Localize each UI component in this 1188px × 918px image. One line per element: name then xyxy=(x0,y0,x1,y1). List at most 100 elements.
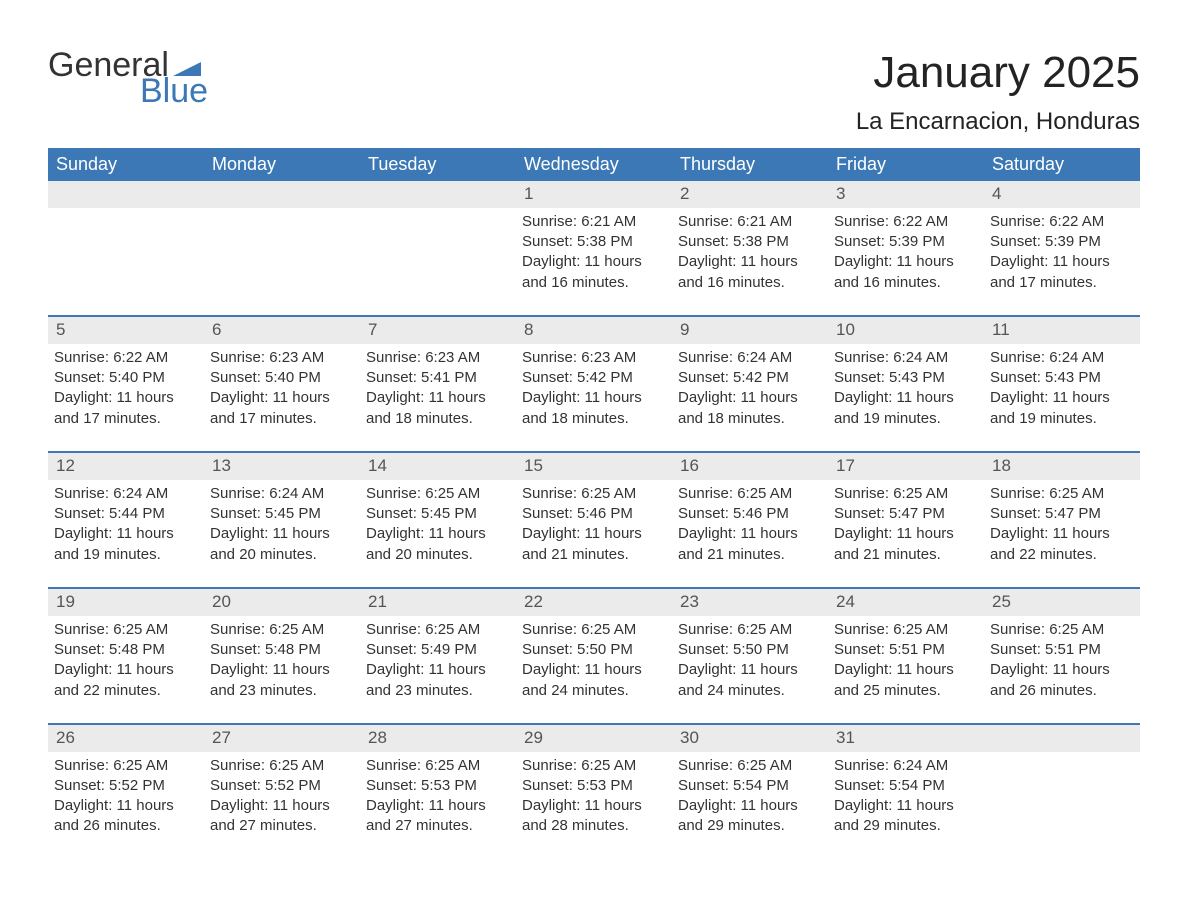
daylight-line: Daylight: 11 hours and 27 minutes. xyxy=(366,796,510,837)
sunset-line: Sunset: 5:39 PM xyxy=(990,232,1134,252)
day-details: Sunrise: 6:25 AMSunset: 5:48 PMDaylight:… xyxy=(54,620,198,701)
day-details: Sunrise: 6:25 AMSunset: 5:52 PMDaylight:… xyxy=(210,756,354,837)
day-details: Sunrise: 6:25 AMSunset: 5:47 PMDaylight:… xyxy=(834,484,978,565)
day-number: 22 xyxy=(516,589,672,616)
day-number: 5 xyxy=(48,317,204,344)
calendar-week: 19Sunrise: 6:25 AMSunset: 5:48 PMDayligh… xyxy=(48,588,1140,724)
daylight-line: Daylight: 11 hours and 24 minutes. xyxy=(522,660,666,701)
daylight-line: Daylight: 11 hours and 19 minutes. xyxy=(990,388,1134,429)
day-details: Sunrise: 6:24 AMSunset: 5:45 PMDaylight:… xyxy=(210,484,354,565)
header: General Blue January 2025 La Encarnacion… xyxy=(48,48,1140,136)
day-details: Sunrise: 6:25 AMSunset: 5:51 PMDaylight:… xyxy=(834,620,978,701)
daylight-line: Daylight: 11 hours and 19 minutes. xyxy=(54,524,198,565)
sunset-line: Sunset: 5:53 PM xyxy=(366,776,510,796)
daylight-line: Daylight: 11 hours and 18 minutes. xyxy=(522,388,666,429)
day-number: 13 xyxy=(204,453,360,480)
daylight-line: Daylight: 11 hours and 16 minutes. xyxy=(522,252,666,293)
sunset-line: Sunset: 5:49 PM xyxy=(366,640,510,660)
calendar-day: 21Sunrise: 6:25 AMSunset: 5:49 PMDayligh… xyxy=(360,588,516,724)
day-number: 25 xyxy=(984,589,1140,616)
calendar-day: 16Sunrise: 6:25 AMSunset: 5:46 PMDayligh… xyxy=(672,452,828,588)
day-details: Sunrise: 6:21 AMSunset: 5:38 PMDaylight:… xyxy=(678,212,822,293)
sunrise-line: Sunrise: 6:24 AM xyxy=(834,348,978,368)
calendar-day: 19 Sunrise: 6:25 AMSunset: 5:48 PMDayligh… xyxy=(48,588,204,724)
daylight-line: Daylight: 11 hours and 21 minutes. xyxy=(834,524,978,565)
daylight-line: Daylight: 11 hours and 29 minutes. xyxy=(678,796,822,837)
page-title: January 2025 xyxy=(856,48,1140,98)
daylight-line: Daylight: 11 hours and 26 minutes. xyxy=(54,796,198,837)
calendar-day: 23 Sunrise: 6:25 AMSunset: 5:50 PMDayligh… xyxy=(672,588,828,724)
calendar-day: 13 Sunrise: 6:24 AMSunset: 5:45 PMDayligh… xyxy=(204,452,360,588)
calendar-day: 20Sunrise: 6:25 AMSunset: 5:48 PMDayligh… xyxy=(204,588,360,724)
sunrise-line: Sunrise: 6:25 AM xyxy=(54,620,198,640)
calendar-day: 6Sunrise: 6:23 AMSunset: 5:40 PMDaylight… xyxy=(204,316,360,452)
sunset-line: Sunset: 5:40 PM xyxy=(54,368,198,388)
sunrise-line: Sunrise: 6:25 AM xyxy=(678,756,822,776)
sunrise-line: Sunrise: 6:25 AM xyxy=(678,484,822,504)
sunset-line: Sunset: 5:51 PM xyxy=(990,640,1134,660)
day-details: Sunrise: 6:24 AMSunset: 5:54 PMDaylight:… xyxy=(834,756,978,837)
calendar-day: 15Sunrise: 6:25 AMSunset: 5:46 PMDayligh… xyxy=(516,452,672,588)
daylight-line: Daylight: 11 hours and 26 minutes. xyxy=(990,660,1134,701)
calendar-day: 14Sunrise: 6:25 AMSunset: 5:45 PMDayligh… xyxy=(360,452,516,588)
sunrise-line: Sunrise: 6:24 AM xyxy=(210,484,354,504)
day-number xyxy=(204,181,360,208)
calendar-day: 8Sunrise: 6:23 AMSunset: 5:42 PMDaylight… xyxy=(516,316,672,452)
sunset-line: Sunset: 5:48 PM xyxy=(210,640,354,660)
calendar-day: 30Sunrise: 6:25 AMSunset: 5:54 PMDayligh… xyxy=(672,724,828,859)
day-number: 27 xyxy=(204,725,360,752)
sunset-line: Sunset: 5:40 PM xyxy=(210,368,354,388)
day-number: 15 xyxy=(516,453,672,480)
calendar-day-empty xyxy=(204,181,360,316)
calendar-day: 10Sunrise: 6:24 AMSunset: 5:43 PMDayligh… xyxy=(828,316,984,452)
daylight-line: Daylight: 11 hours and 22 minutes. xyxy=(990,524,1134,565)
flag-icon xyxy=(173,48,201,66)
calendar-day-empty xyxy=(360,181,516,316)
sunrise-line: Sunrise: 6:24 AM xyxy=(678,348,822,368)
sunset-line: Sunset: 5:44 PM xyxy=(54,504,198,524)
sunrise-line: Sunrise: 6:24 AM xyxy=(54,484,198,504)
calendar-day: 28Sunrise: 6:25 AMSunset: 5:53 PMDayligh… xyxy=(360,724,516,859)
day-header: Saturday xyxy=(984,148,1140,181)
day-header: Friday xyxy=(828,148,984,181)
daylight-line: Daylight: 11 hours and 20 minutes. xyxy=(210,524,354,565)
sunrise-line: Sunrise: 6:25 AM xyxy=(366,484,510,504)
day-details: Sunrise: 6:23 AMSunset: 5:41 PMDaylight:… xyxy=(366,348,510,429)
sunrise-line: Sunrise: 6:23 AM xyxy=(366,348,510,368)
sunset-line: Sunset: 5:47 PM xyxy=(990,504,1134,524)
calendar-day: 31 Sunrise: 6:24 AMSunset: 5:54 PMDayligh… xyxy=(828,724,984,859)
day-details: Sunrise: 6:23 AMSunset: 5:40 PMDaylight:… xyxy=(210,348,354,429)
day-number: 19 xyxy=(48,589,204,616)
sunset-line: Sunset: 5:38 PM xyxy=(678,232,822,252)
sunrise-line: Sunrise: 6:21 AM xyxy=(522,212,666,232)
day-details: Sunrise: 6:25 AMSunset: 5:54 PMDaylight:… xyxy=(678,756,822,837)
sunrise-line: Sunrise: 6:25 AM xyxy=(210,756,354,776)
title-block: January 2025 La Encarnacion, Honduras xyxy=(856,48,1140,136)
day-details: Sunrise: 6:25 AMSunset: 5:50 PMDaylight:… xyxy=(678,620,822,701)
day-number xyxy=(360,181,516,208)
sunrise-line: Sunrise: 6:22 AM xyxy=(834,212,978,232)
calendar-day: 2Sunrise: 6:21 AMSunset: 5:38 PMDaylight… xyxy=(672,181,828,316)
sunset-line: Sunset: 5:52 PM xyxy=(54,776,198,796)
calendar-day: 29Sunrise: 6:25 AMSunset: 5:53 PMDayligh… xyxy=(516,724,672,859)
day-number: 11 xyxy=(984,317,1140,344)
sunrise-line: Sunrise: 6:22 AM xyxy=(990,212,1134,232)
day-number: 31 xyxy=(828,725,984,752)
calendar-day: 17Sunrise: 6:25 AMSunset: 5:47 PMDayligh… xyxy=(828,452,984,588)
calendar-day: 27 Sunrise: 6:25 AMSunset: 5:52 PMDayligh… xyxy=(204,724,360,859)
day-number: 3 xyxy=(828,181,984,208)
calendar-body: 1Sunrise: 6:21 AMSunset: 5:38 PMDaylight… xyxy=(48,181,1140,859)
sunset-line: Sunset: 5:42 PM xyxy=(678,368,822,388)
day-number xyxy=(48,181,204,208)
day-number: 23 xyxy=(672,589,828,616)
sunrise-line: Sunrise: 6:25 AM xyxy=(990,484,1134,504)
calendar-day: 5Sunrise: 6:22 AMSunset: 5:40 PMDaylight… xyxy=(48,316,204,452)
day-details: Sunrise: 6:25 AMSunset: 5:53 PMDaylight:… xyxy=(522,756,666,837)
sunrise-line: Sunrise: 6:25 AM xyxy=(366,620,510,640)
daylight-line: Daylight: 11 hours and 28 minutes. xyxy=(522,796,666,837)
daylight-line: Daylight: 11 hours and 27 minutes. xyxy=(210,796,354,837)
day-details: Sunrise: 6:21 AMSunset: 5:38 PMDaylight:… xyxy=(522,212,666,293)
day-details: Sunrise: 6:25 AMSunset: 5:46 PMDaylight:… xyxy=(678,484,822,565)
day-number: 1 xyxy=(516,181,672,208)
sunset-line: Sunset: 5:46 PM xyxy=(522,504,666,524)
